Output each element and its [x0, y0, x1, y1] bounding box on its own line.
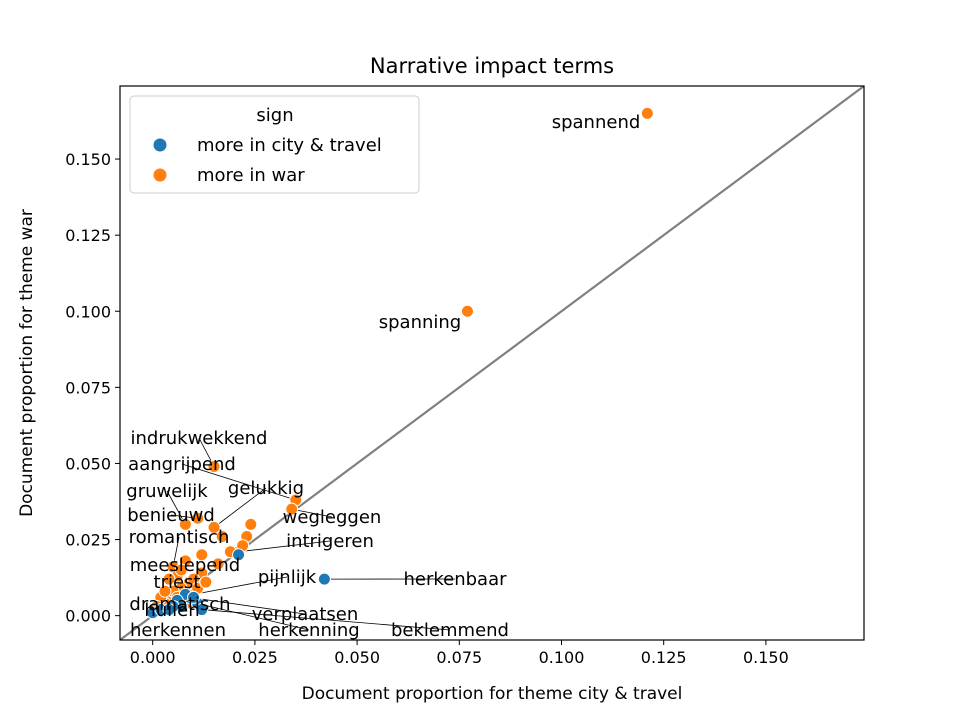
point-24 [162, 572, 176, 586]
y-tick-label: 0.050 [65, 454, 111, 473]
point-20 [195, 548, 209, 562]
y-tick-label: 0.075 [65, 378, 111, 397]
point-label-dramatisch: dramatisch [129, 594, 230, 615]
y-tick-label: 0.025 [65, 531, 111, 550]
point-21 [211, 557, 225, 571]
point-label-spannend: spannend [552, 112, 641, 133]
x-tick-label: 0.025 [232, 648, 278, 667]
x-tick-label: 0.150 [743, 648, 789, 667]
point-label-herkennen: herkennen [130, 620, 226, 641]
point-35 [158, 584, 172, 598]
point-gelukkig [207, 520, 221, 534]
point-30 [199, 575, 213, 589]
legend-title: sign [256, 105, 293, 126]
x-tick-label: 0.000 [130, 648, 176, 667]
legend-marker-war [152, 167, 168, 183]
leader-line-gelukkig [213, 487, 267, 528]
plot-frame [119, 85, 865, 641]
point-23 [174, 563, 188, 577]
point-label-gelukkig: gelukkig [228, 478, 304, 499]
y-tick-label: 0.150 [65, 150, 111, 169]
point-19 [215, 530, 229, 544]
point-label-gruwelijk: gruwelijk [126, 481, 208, 502]
y-tick-label: 0.000 [65, 607, 111, 626]
point-herkenbaar [317, 572, 331, 586]
point-label-benieuwd: benieuwd [127, 505, 215, 526]
data-points [146, 106, 654, 620]
x-tick-label: 0.125 [641, 648, 687, 667]
point-wegleggen [285, 502, 299, 516]
point-label-herkenning: herkenning [258, 620, 359, 641]
point-15 [244, 517, 258, 531]
point-label-huilen: huilen [144, 600, 199, 621]
point-47 [162, 603, 176, 617]
leader-line-wegleggen [291, 508, 333, 518]
point-label-romantisch: romantisch [129, 527, 230, 548]
point-label-indrukwekkend: indrukwekkend [131, 428, 268, 449]
leader-line-pijnlijk [193, 576, 288, 595]
point-label-beklemmend: beklemmend [391, 620, 509, 641]
x-tick-label: 0.075 [436, 648, 482, 667]
point-label-verplaatsen: verplaatsen [252, 604, 359, 625]
point-spanning [460, 304, 474, 318]
legend: sign more in city & travel more in war [129, 95, 420, 194]
point-label-pijnlijk: pijnlijk [258, 567, 317, 588]
point-label-herkenbaar: herkenbaar [403, 569, 507, 590]
leader-line-beklemmend [201, 609, 451, 631]
point-spannend [640, 106, 654, 120]
x-tick-label: 0.100 [539, 648, 585, 667]
legend-label-city-travel: more in city & travel [197, 135, 382, 156]
x-axis-title: Document proportion for theme city & tra… [302, 684, 683, 704]
chart-title: Narrative impact terms [370, 54, 614, 78]
point-benieuwd [191, 511, 205, 525]
leader-line-intrigeren [238, 540, 331, 553]
y-axis-title: Document proportion for theme war [17, 209, 37, 517]
point-label-triest: triest [154, 572, 201, 593]
point-beklemmend [195, 603, 209, 617]
point-label-aangrijpend: aangrijpend [128, 454, 236, 475]
legend-box [129, 95, 420, 194]
point-label-meeslepend: meeslepend [130, 555, 240, 576]
point-indrukwekkend [207, 459, 221, 473]
leader-line-herkenning [197, 603, 310, 631]
y-tick-label: 0.100 [65, 302, 111, 321]
leader-line-aangrijpend [181, 463, 296, 501]
point-label-spanning: spanning [379, 312, 462, 333]
point-labels: spannend spanning indrukwekkend aangrijpend… [126, 112, 640, 641]
plot-area: spannend spanning indrukwekkend aangrijpend… [120, 86, 864, 641]
x-tick-label: 0.050 [334, 648, 380, 667]
legend-marker-city-travel [152, 137, 168, 153]
point-label-wegleggen: wegleggen [283, 507, 382, 528]
point-48 [232, 548, 246, 562]
point-45 [187, 590, 201, 604]
leader-line-verplaatsen [189, 596, 306, 615]
point-gruwelijk [178, 517, 192, 531]
legend-label-war: more in war [197, 165, 305, 186]
point-label-intrigeren: intrigeren [286, 531, 374, 552]
y-tick-label: 0.125 [65, 226, 111, 245]
